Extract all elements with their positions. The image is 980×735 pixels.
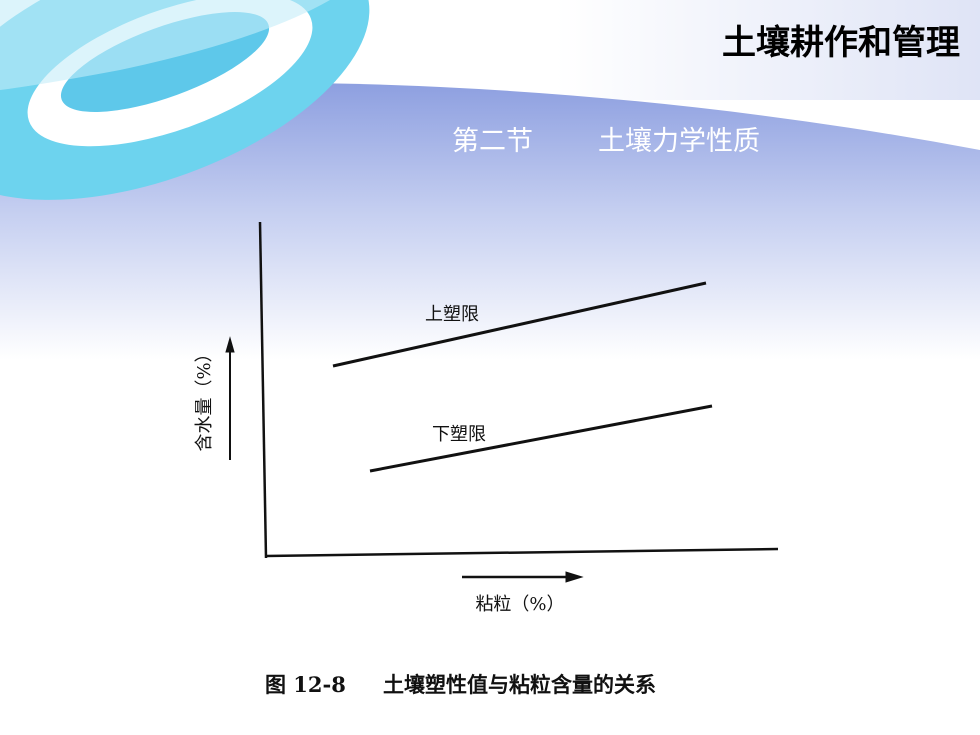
logo-swoosh xyxy=(0,0,370,200)
figure-lines xyxy=(225,221,779,583)
caption-number: 图 12-8 xyxy=(265,672,346,697)
y-axis-label: 含水量（%） xyxy=(194,344,215,451)
section-title: 土壤力学性质 xyxy=(598,126,760,157)
x-axis-label: 粘粒（%） xyxy=(475,594,564,615)
section-label: 第二节 xyxy=(452,126,533,157)
header-title: 土壤耕作和管理 xyxy=(722,23,960,63)
lower-line-label: 下塑限 xyxy=(432,424,486,445)
caption-text: 土壤塑性值与粘粒含量的关系 xyxy=(383,672,656,697)
upper-line-label: 上塑限 xyxy=(425,304,479,325)
header-shade xyxy=(555,0,980,100)
band xyxy=(0,82,980,360)
